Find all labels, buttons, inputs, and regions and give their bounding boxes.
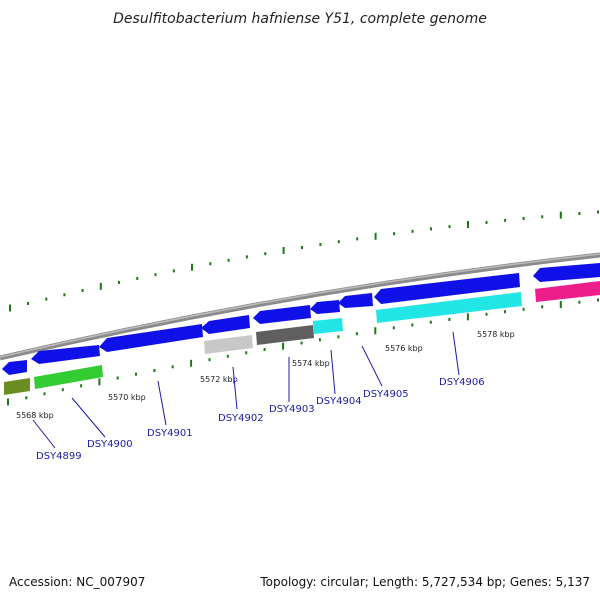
gene-label-DSY4906[interactable]: DSY4906 — [439, 377, 485, 388]
gene-arrow[interactable] — [374, 273, 520, 304]
gene-label-DSY4904[interactable]: DSY4904 — [316, 396, 362, 407]
gene-arrow[interactable] — [310, 300, 340, 314]
gene-label-DSY4903[interactable]: DSY4903 — [269, 404, 315, 415]
gene-arrow[interactable] — [253, 305, 311, 324]
kbp-scale: 5568 kbp 5570 kbp 5572 kbp 5574 kbp 5576… — [16, 330, 515, 420]
gene-block-next[interactable] — [535, 281, 600, 302]
gene-label-DSY4902[interactable]: DSY4902 — [218, 413, 264, 424]
gene-block-DSY4900[interactable] — [34, 365, 103, 389]
gene-block-DSY4904[interactable] — [313, 318, 343, 334]
topology-text: Topology: circular; Length: 5,727,534 bp… — [260, 575, 590, 589]
kbp-label: 5574 kbp — [292, 359, 330, 368]
kbp-label: 5578 kbp — [477, 330, 515, 339]
reverse-strand-track — [4, 281, 600, 395]
outer-tick-ring — [9, 210, 599, 312]
label-leaders — [32, 331, 460, 449]
gene-arrow[interactable] — [533, 263, 600, 282]
genome-backbone — [0, 252, 600, 361]
kbp-label: 5572 kbp — [200, 375, 238, 384]
gene-arrow[interactable] — [338, 293, 373, 308]
map-title: Desulfitobacterium hafniense Y51, comple… — [113, 11, 487, 27]
inner-tick-ring — [7, 298, 599, 406]
gene-label-DSY4901[interactable]: DSY4901 — [147, 428, 193, 439]
gene-arrow[interactable] — [31, 345, 100, 364]
gene-label-DSY4905[interactable]: DSY4905 — [363, 389, 409, 400]
gene-block-DSY4902[interactable] — [204, 335, 253, 354]
genome-backbone-highlight — [0, 253, 600, 358]
kbp-label: 5570 kbp — [108, 393, 146, 402]
forward-strand-track — [2, 263, 600, 375]
gene-arrow[interactable] — [2, 360, 27, 375]
gene-arrow[interactable] — [99, 324, 203, 352]
gene-label-DSY4900[interactable]: DSY4900 — [87, 439, 133, 450]
accession-text: Accession: NC_007907 — [9, 575, 146, 589]
gene-block-DSY4899[interactable] — [4, 378, 30, 395]
kbp-label: 5576 kbp — [385, 344, 423, 353]
gene-label-DSY4899[interactable]: DSY4899 — [36, 451, 82, 462]
gene-block-DSY4903[interactable] — [256, 325, 314, 345]
gene-arrow[interactable] — [201, 315, 250, 334]
gene-block-DSY4906[interactable] — [376, 292, 522, 323]
kbp-label: 5568 kbp — [16, 411, 54, 420]
gene-labels: DSY4899 DSY4900 DSY4901 DSY4902 DSY4903 … — [36, 377, 485, 462]
